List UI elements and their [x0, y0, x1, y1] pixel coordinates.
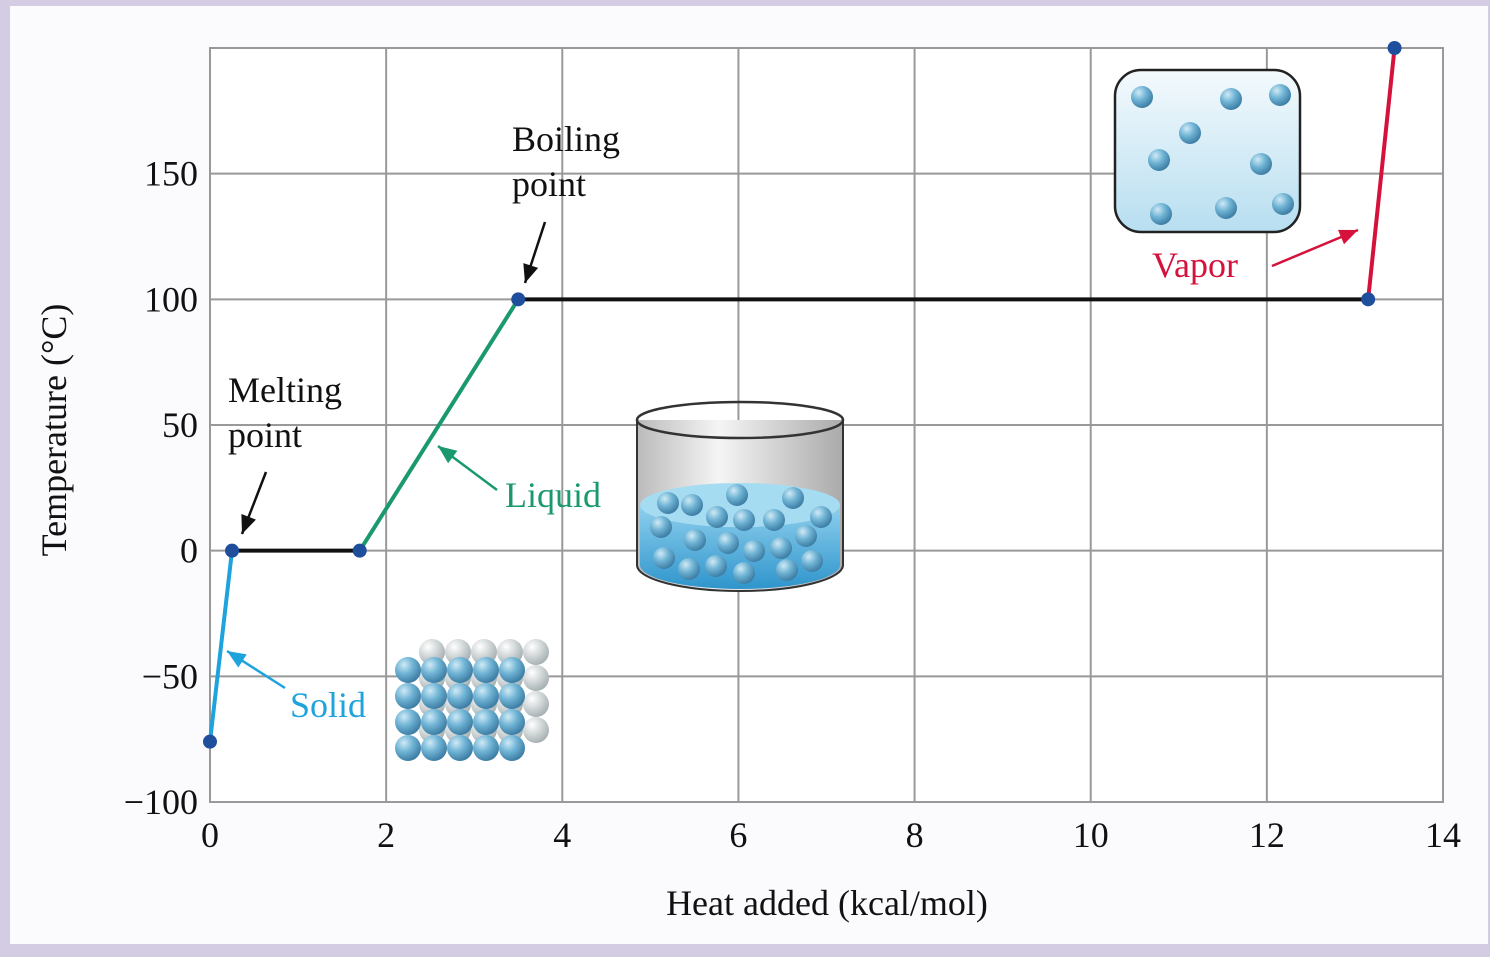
x-tick-label: 8	[906, 815, 924, 855]
vapor-molecule	[1215, 197, 1237, 219]
annotation: point	[228, 415, 302, 455]
beaker-rim	[635, 400, 845, 440]
solid-molecule	[395, 683, 421, 709]
arrow-head	[1338, 229, 1358, 245]
liquid-molecule	[653, 547, 675, 569]
beaker-rim	[635, 400, 845, 440]
liquid-molecule	[657, 492, 679, 514]
liquid-molecule	[726, 484, 748, 506]
solid-molecule-back	[523, 639, 549, 665]
arrow-head	[523, 263, 539, 283]
annotation: point	[512, 164, 586, 204]
x-tick-label: 6	[729, 815, 747, 855]
vapor-box	[1113, 68, 1302, 234]
point	[352, 543, 367, 558]
y-tick-label: −50	[142, 656, 198, 696]
solid-molecule	[395, 735, 421, 761]
solid-molecule	[421, 735, 447, 761]
solid-molecule	[473, 735, 499, 761]
solid-molecule	[395, 709, 421, 735]
solid-molecule	[473, 657, 499, 683]
curve-segment	[358, 298, 520, 552]
x-tick-label: 14	[1425, 815, 1461, 855]
liquid-molecule	[763, 509, 785, 531]
solid-molecule	[499, 735, 525, 761]
liquid-molecule	[743, 540, 765, 562]
solid-molecule	[447, 657, 473, 683]
solid-molecule-back	[523, 691, 549, 717]
solid-molecule	[447, 735, 473, 761]
curve-segment	[208, 550, 235, 742]
y-axis-label: Temperature (°C)	[34, 304, 74, 557]
point	[203, 734, 217, 749]
liquid-molecule	[678, 558, 700, 580]
liquid-molecule	[776, 559, 798, 581]
solid-molecule	[473, 683, 499, 709]
liquid-molecule	[650, 516, 672, 538]
x-tick-label: 0	[201, 815, 219, 855]
solid-molecule	[421, 709, 447, 735]
point	[1387, 41, 1402, 55]
liquid-molecule	[717, 532, 739, 554]
x-tick-label: 10	[1073, 815, 1109, 855]
solid-molecule	[395, 657, 421, 683]
vapor-molecule	[1131, 86, 1153, 108]
annotation: Vapor	[1152, 245, 1238, 285]
solid-molecule	[499, 683, 525, 709]
liquid-molecule	[795, 525, 817, 547]
annotation: Liquid	[505, 475, 601, 515]
vapor-molecule	[1250, 153, 1272, 175]
arrow-head	[241, 514, 256, 534]
y-tick-label: 50	[162, 405, 198, 445]
solid-molecule	[421, 657, 447, 683]
liquid-molecule	[770, 537, 792, 559]
arrow-head	[227, 651, 247, 668]
liquid-molecule	[684, 529, 706, 551]
point	[1361, 292, 1376, 307]
y-tick-label: −100	[124, 782, 198, 822]
annotation: Solid	[290, 685, 366, 725]
solid-molecule	[499, 709, 525, 735]
arrow-head	[438, 446, 458, 464]
illustrations	[395, 68, 1302, 761]
data-marks	[203, 41, 1402, 749]
y-tick-label: 150	[144, 154, 198, 194]
solid-molecule	[473, 709, 499, 735]
x-axis-label: Heat added (kcal/mol)	[666, 883, 988, 923]
liquid-molecule	[705, 555, 727, 577]
annotation: Melting	[228, 370, 342, 410]
solid-molecule	[447, 683, 473, 709]
x-tick-label: 2	[377, 815, 395, 855]
liquid-molecule	[681, 494, 703, 516]
liquid-molecule	[782, 487, 804, 509]
vapor-molecule	[1148, 149, 1170, 171]
liquid-molecule	[810, 506, 832, 528]
point	[511, 292, 526, 307]
solid-molecule-back	[523, 717, 549, 743]
solid-molecule	[421, 683, 447, 709]
liquid-molecule	[801, 550, 823, 572]
point	[225, 543, 240, 558]
vapor-molecule	[1269, 84, 1291, 106]
curve-segment	[1366, 47, 1397, 300]
vapor-molecule	[1150, 203, 1172, 225]
liquid-molecule	[733, 562, 755, 584]
vapor-molecule	[1179, 122, 1201, 144]
solid-molecule	[499, 657, 525, 683]
solid-molecule	[447, 709, 473, 735]
y-tick-label: 100	[144, 279, 198, 319]
liquid-molecule	[706, 506, 728, 528]
vapor-molecule	[1272, 193, 1294, 215]
x-tick-label: 4	[553, 815, 571, 855]
vapor-molecule	[1220, 88, 1242, 110]
x-tick-label: 12	[1249, 815, 1285, 855]
y-tick-label: 0	[180, 531, 198, 571]
liquid-molecule	[733, 509, 755, 531]
annotation: Boiling	[512, 119, 620, 159]
solid-molecule-back	[523, 665, 549, 691]
